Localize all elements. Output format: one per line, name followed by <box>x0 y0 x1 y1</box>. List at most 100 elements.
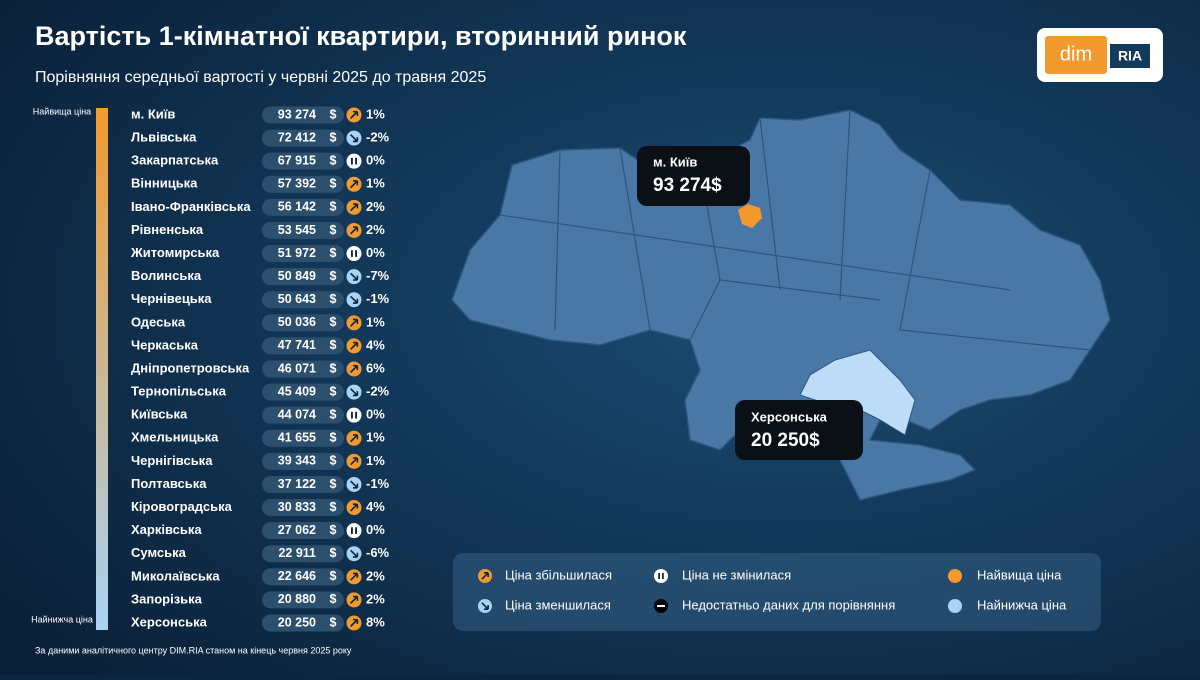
table-row: Львівська 72 412 $ -2% <box>131 130 390 147</box>
price-pill <box>262 175 344 193</box>
change: 8% <box>366 614 385 629</box>
table-row: Закарпатська 67 915 $0% <box>131 153 385 170</box>
price-pill <box>262 522 344 540</box>
legend-label: Ціна зменшилася <box>505 597 611 612</box>
icon-arrow <box>350 203 359 212</box>
kherson-region <box>799 349 916 436</box>
region: Кіровоградська <box>131 499 233 514</box>
icon-pause <box>355 250 357 257</box>
kyiv-region <box>738 204 762 228</box>
logo-ria: RIA <box>1118 48 1142 64</box>
region: Львівська <box>131 130 197 145</box>
currency: $ <box>330 592 337 606</box>
currency: $ <box>330 546 337 560</box>
price: 67 915 <box>278 153 316 167</box>
change: -2% <box>366 384 390 399</box>
icon-same <box>654 569 668 583</box>
logo-dim-bg <box>1045 36 1107 74</box>
region: Полтавська <box>131 476 207 491</box>
price: 57 392 <box>278 177 316 191</box>
change: 4% <box>366 499 385 514</box>
logo-ria-bg <box>1110 44 1150 68</box>
price-pill <box>262 568 344 586</box>
currency: $ <box>330 338 337 352</box>
dot-highest <box>948 569 962 583</box>
price: 22 911 <box>278 546 316 560</box>
currency: $ <box>330 454 337 468</box>
currency: $ <box>330 361 337 375</box>
price-pill <box>262 499 344 517</box>
legend-label: Найвища ціна <box>977 567 1062 582</box>
change: -2% <box>366 130 390 145</box>
dot-lowest <box>948 599 962 613</box>
currency: $ <box>330 292 337 306</box>
currency: $ <box>330 431 337 445</box>
change: 1% <box>366 430 385 445</box>
icon-arrow <box>350 110 359 119</box>
price: 22 646 <box>278 569 316 583</box>
icon-arrow <box>350 134 359 143</box>
change: 1% <box>366 106 385 121</box>
legend-label: Недостатньо даних для порівняння <box>682 597 895 612</box>
currency: $ <box>330 384 337 398</box>
price: 39 343 <box>278 454 316 468</box>
icon-arrow <box>350 341 359 350</box>
icon-arrow <box>350 434 359 443</box>
region: Сумська <box>131 545 187 560</box>
currency: $ <box>330 177 337 191</box>
currency: $ <box>330 477 337 491</box>
table-row: Волинська 50 849 $ -7% <box>131 268 390 286</box>
currency: $ <box>330 500 337 514</box>
callout-bg <box>735 400 863 460</box>
region: Київська <box>131 407 188 422</box>
change: 2% <box>366 568 385 583</box>
icon-arrow <box>350 295 359 304</box>
ukraine <box>451 109 1111 501</box>
icon-pause <box>355 527 357 535</box>
table-row: Тернопільська 45 409 $ -2% <box>131 384 390 401</box>
currency: $ <box>330 107 337 121</box>
subtitle: Порівняння середньої вартості у червні 2… <box>35 69 486 86</box>
scale-bar <box>96 108 108 630</box>
region: Одеська <box>131 314 186 329</box>
region: Черкаська <box>131 337 199 352</box>
icon-arrow <box>350 180 359 189</box>
callout-bg <box>637 146 750 206</box>
price-pill <box>262 429 344 447</box>
currency: $ <box>330 269 337 283</box>
change: 0% <box>366 522 385 537</box>
logo-dim: dim <box>1060 43 1092 65</box>
callout-price: 20 250$ <box>751 430 820 451</box>
change: 1% <box>366 176 385 191</box>
table-row: Київська 44 074 $0% <box>131 407 385 424</box>
scale-bottom: Найнижча ціна <box>31 614 93 624</box>
legend-label: Ціна не змінилася <box>682 567 791 582</box>
price-pill <box>262 291 344 309</box>
price: 27 062 <box>278 523 316 537</box>
price: 72 412 <box>278 130 316 144</box>
table-row: Івано-Франківська 56 142 $2% <box>131 199 385 216</box>
region: Харківська <box>131 522 202 537</box>
icon-same <box>346 246 362 262</box>
icon-pause <box>658 572 660 580</box>
table-row: Чернівецька 50 643 $ -1% <box>131 291 390 309</box>
price: 30 833 <box>278 500 316 514</box>
change: 2% <box>366 222 385 237</box>
price: 93 274 <box>278 107 316 121</box>
price-pill <box>262 337 344 355</box>
region: Чернігівська <box>131 453 213 468</box>
icon-pause <box>355 157 357 165</box>
price-pill <box>262 360 344 378</box>
price-pill <box>262 152 344 170</box>
region: Вінницька <box>131 176 198 191</box>
price: 46 071 <box>278 361 316 375</box>
change: 0% <box>366 245 385 260</box>
change: 0% <box>366 153 385 168</box>
region: Закарпатська <box>131 153 219 168</box>
scale-top: Найвища ціна <box>33 106 91 116</box>
table-row: Рівненська 53 545 $2% <box>131 222 385 239</box>
legend-bg <box>453 553 1101 631</box>
callout-region: м. Київ <box>653 154 697 169</box>
table-row: Вінницька 57 392 $1% <box>131 176 385 193</box>
